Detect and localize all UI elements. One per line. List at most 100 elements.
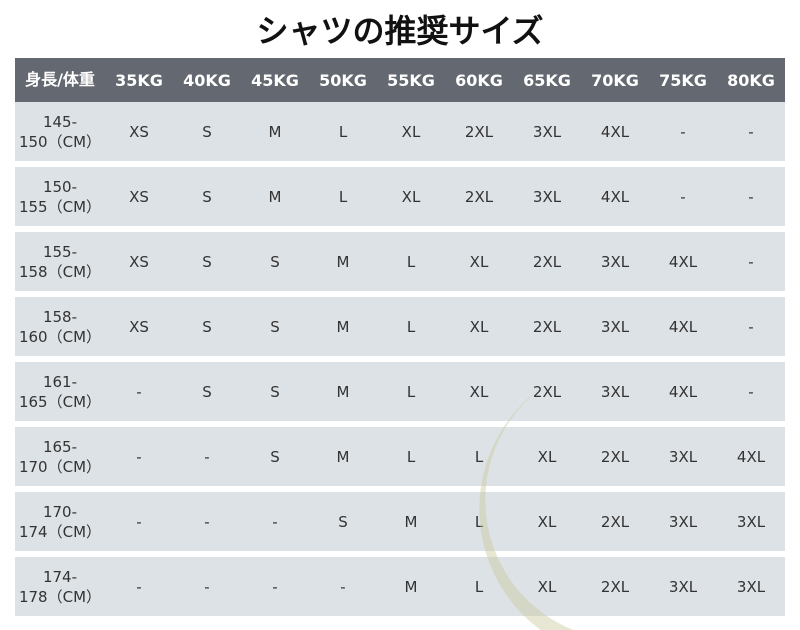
height-to: 158（CM）: [18, 262, 102, 281]
height-from: 161-: [42, 372, 78, 391]
size-cell: 2XL: [532, 317, 562, 336]
size-cell: -: [272, 512, 278, 531]
size-cell: 3XL: [600, 317, 630, 336]
size-cell: 4XL: [600, 187, 630, 206]
size-cell: L: [406, 382, 416, 401]
size-cell: XL: [469, 252, 489, 271]
height-range: 165- 170（CM）: [15, 437, 105, 477]
size-cell: 4XL: [668, 252, 698, 271]
size-cell: M: [336, 382, 350, 401]
size-cell: -: [748, 382, 754, 401]
size-cell: 2XL: [600, 577, 630, 596]
size-cell: XL: [469, 317, 489, 336]
height-from: 155-: [42, 242, 78, 261]
height-range: 145- 150（CM）: [15, 112, 105, 152]
table-header: 身長/体重 35KG 40KG 45KG 50KG 55KG 60KG 65KG 70KG 75…: [15, 58, 785, 102]
height-to: 178（CM）: [18, 587, 102, 606]
size-cell: M: [404, 577, 418, 596]
size-cell: L: [406, 252, 416, 271]
table-row: 155- 158（CM） XS S S M L XL 2XL 3XL 4XL -: [15, 232, 785, 291]
size-cell: L: [338, 122, 348, 141]
height-from: 174-: [42, 567, 78, 586]
size-cell: -: [748, 122, 754, 141]
size-cell: -: [340, 577, 346, 596]
size-cell: XL: [469, 382, 489, 401]
table-row: 145- 150（CM） XS S M L XL 2XL 3XL 4XL - -: [15, 102, 785, 161]
height-to: 155（CM）: [18, 197, 102, 216]
size-cell: 3XL: [532, 187, 562, 206]
table-row: 170- 174（CM） - - - S M L XL 2XL 3XL 3XL: [15, 492, 785, 551]
size-cell: 4XL: [736, 447, 766, 466]
size-cell: 4XL: [600, 122, 630, 141]
table-row: 165- 170（CM） - - S M L L XL 2XL 3XL 4XL: [15, 427, 785, 486]
size-cell: S: [270, 382, 280, 401]
size-cell: XL: [537, 512, 557, 531]
header-weight-35kg: 35KG: [115, 70, 163, 90]
size-cell: 2XL: [600, 512, 630, 531]
table-row: 150- 155（CM） XS S M L XL 2XL 3XL 4XL - -: [15, 167, 785, 226]
size-cell: 2XL: [600, 447, 630, 466]
size-cell: 3XL: [668, 577, 698, 596]
height-to: 160（CM）: [18, 327, 102, 346]
size-cell: S: [202, 382, 212, 401]
size-cell: 3XL: [600, 252, 630, 271]
height-range: 170- 174（CM）: [15, 502, 105, 542]
size-cell: XL: [401, 122, 421, 141]
size-cell: S: [202, 252, 212, 271]
size-cell: M: [336, 252, 350, 271]
height-from: 158-: [42, 307, 78, 326]
height-from: 150-: [42, 177, 78, 196]
size-cell: -: [748, 187, 754, 206]
height-to: 174（CM）: [18, 522, 102, 541]
header-weight-75kg: 75KG: [659, 70, 707, 90]
size-cell: -: [680, 187, 686, 206]
header-weight-60kg: 60KG: [455, 70, 503, 90]
height-to: 165（CM）: [18, 392, 102, 411]
size-cell: -: [204, 447, 210, 466]
size-cell: XL: [537, 577, 557, 596]
size-cell: XL: [537, 447, 557, 466]
size-table: 身長/体重 35KG 40KG 45KG 50KG 55KG 60KG 65KG 70KG 75…: [15, 58, 785, 616]
size-cell: 4XL: [668, 317, 698, 336]
size-cell: -: [136, 447, 142, 466]
size-cell: -: [680, 122, 686, 141]
header-weight-80kg: 80KG: [727, 70, 775, 90]
header-weight-50kg: 50KG: [319, 70, 367, 90]
size-cell: S: [270, 317, 280, 336]
height-from: 145-: [42, 112, 78, 131]
size-cell: 3XL: [736, 577, 766, 596]
size-cell: 2XL: [464, 187, 494, 206]
height-range: 155- 158（CM）: [15, 242, 105, 282]
size-cell: 3XL: [736, 512, 766, 531]
size-cell: -: [748, 317, 754, 336]
size-cell: L: [338, 187, 348, 206]
size-cell: S: [270, 447, 280, 466]
size-cell: L: [406, 447, 416, 466]
size-cell: XS: [129, 187, 149, 206]
size-cell: 3XL: [668, 512, 698, 531]
height-to: 170（CM）: [18, 457, 102, 476]
size-cell: M: [336, 447, 350, 466]
table-row: 158- 160（CM） XS S S M L XL 2XL 3XL 4XL -: [15, 297, 785, 356]
header-corner: 身長/体重: [25, 70, 95, 89]
size-cell: M: [404, 512, 418, 531]
page-title: シャツの推奨サイズ: [256, 12, 544, 50]
size-cell: 3XL: [600, 382, 630, 401]
size-cell: 2XL: [464, 122, 494, 141]
size-cell: M: [268, 122, 282, 141]
height-range: 150- 155（CM）: [15, 177, 105, 217]
height-from: 170-: [42, 502, 78, 521]
size-cell: XL: [401, 187, 421, 206]
height-range: 161- 165（CM）: [15, 372, 105, 412]
size-cell: L: [474, 577, 484, 596]
header-weight-65kg: 65KG: [523, 70, 571, 90]
size-cell: L: [406, 317, 416, 336]
size-cell: -: [272, 577, 278, 596]
size-cell: XS: [129, 122, 149, 141]
size-cell: XS: [129, 252, 149, 271]
header-weight-40kg: 40KG: [183, 70, 231, 90]
header-weight-45kg: 45KG: [251, 70, 299, 90]
size-cell: M: [268, 187, 282, 206]
height-from: 165-: [42, 437, 78, 456]
table-row: 174- 178（CM） - - - - M L XL 2XL 3XL 3XL: [15, 557, 785, 616]
